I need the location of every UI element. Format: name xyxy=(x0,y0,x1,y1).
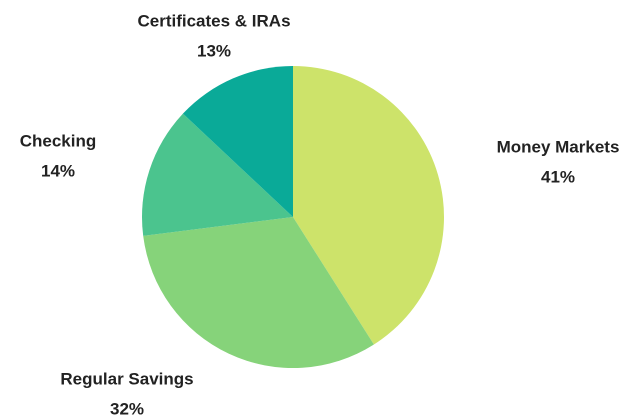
slice-label: Money Markets xyxy=(497,137,620,156)
slice-value: 13% xyxy=(197,41,231,60)
pie-slice xyxy=(141,113,293,236)
pie-slice xyxy=(182,66,293,217)
pie-slice xyxy=(143,217,374,369)
slice-value: 14% xyxy=(41,161,75,180)
slice-label: Checking xyxy=(20,131,97,150)
slice-label: Regular Savings xyxy=(60,369,193,388)
pie-slice xyxy=(293,66,444,345)
slice-value: 41% xyxy=(541,167,575,186)
slice-value: 32% xyxy=(110,399,144,418)
slice-label: Certificates & IRAs xyxy=(137,11,290,30)
